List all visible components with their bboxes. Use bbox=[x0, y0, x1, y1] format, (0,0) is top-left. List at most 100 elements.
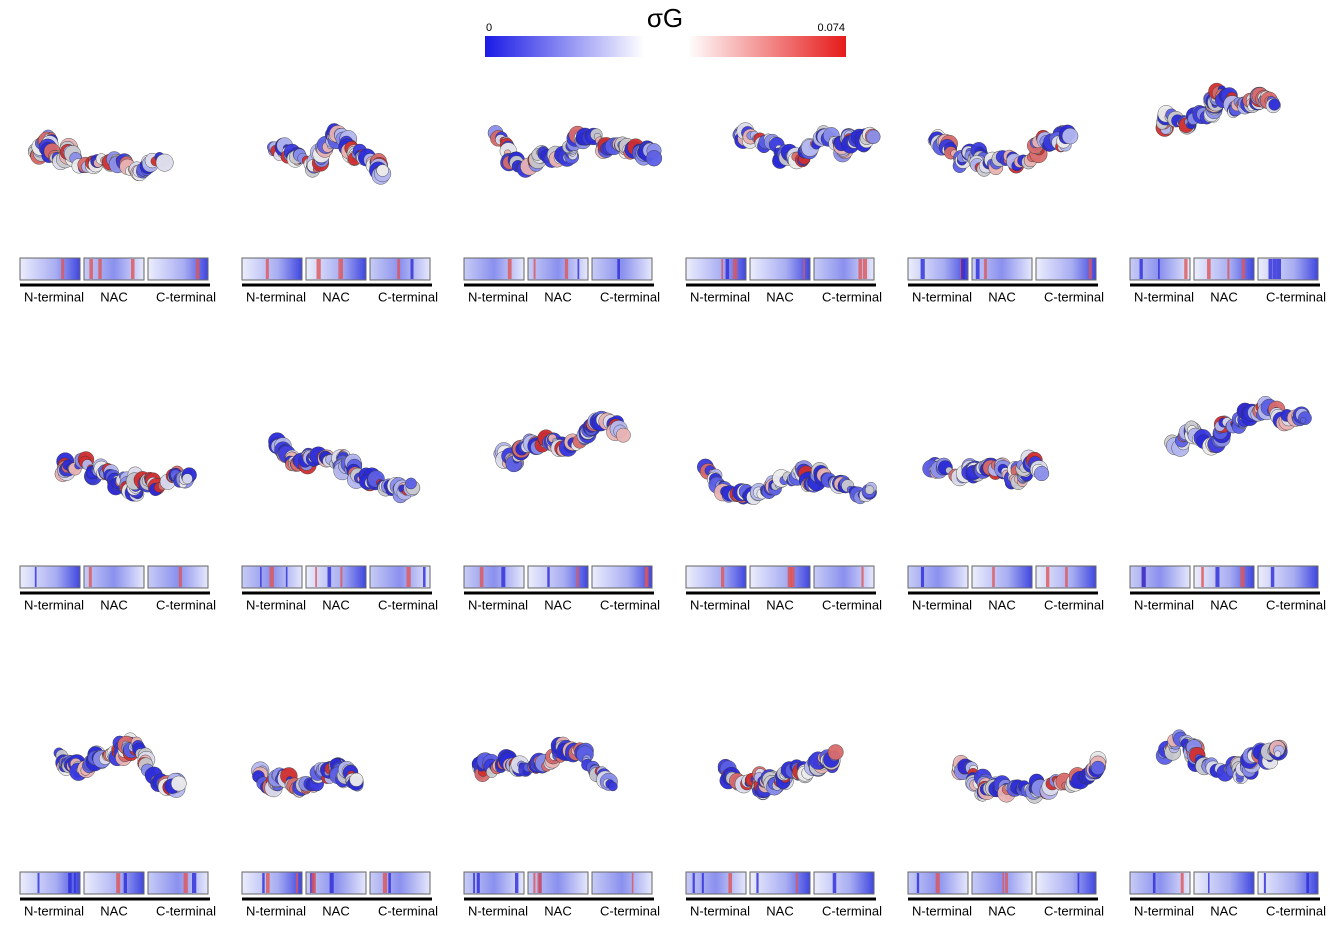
strip-band bbox=[1046, 567, 1049, 587]
region-strip bbox=[20, 258, 80, 280]
residue bbox=[1034, 466, 1049, 481]
region-label: C-terminal bbox=[822, 903, 882, 918]
region-label: NAC bbox=[1210, 597, 1237, 612]
region-label: NAC bbox=[544, 597, 571, 612]
region-label: C-terminal bbox=[1266, 289, 1326, 304]
strip-band bbox=[1207, 259, 1211, 279]
region-strip bbox=[592, 872, 652, 894]
region-label: N-terminal bbox=[1134, 903, 1194, 918]
region-label: N-terminal bbox=[912, 597, 972, 612]
strip-band bbox=[397, 259, 400, 279]
structure bbox=[54, 733, 187, 798]
region-label: NAC bbox=[988, 289, 1015, 304]
strip-band bbox=[340, 259, 343, 279]
strip-band bbox=[632, 873, 634, 893]
structure bbox=[952, 751, 1106, 803]
region-label: N-terminal bbox=[24, 597, 84, 612]
strip-band bbox=[98, 259, 101, 279]
strip-band bbox=[1271, 567, 1274, 587]
panel: N-terminalNACC-terminal bbox=[242, 123, 438, 304]
region-strip bbox=[908, 258, 968, 280]
strip-band bbox=[423, 567, 426, 587]
strip-band bbox=[311, 873, 315, 893]
colorbar-min: 0 bbox=[486, 22, 492, 34]
strip-band bbox=[1181, 873, 1184, 893]
strip-band bbox=[266, 873, 270, 893]
strip-band bbox=[721, 567, 724, 587]
panel: N-terminalNACC-terminal bbox=[686, 459, 882, 613]
colorbar-max: 0.074 bbox=[817, 22, 845, 34]
strip-band bbox=[961, 259, 965, 279]
region-label: NAC bbox=[766, 597, 793, 612]
region-strip bbox=[592, 566, 652, 588]
region-strip bbox=[84, 258, 144, 280]
strip-band bbox=[1003, 873, 1005, 893]
strip-band bbox=[936, 873, 940, 893]
strip-band bbox=[1208, 873, 1210, 893]
strip-band bbox=[196, 259, 199, 279]
region-label: C-terminal bbox=[378, 597, 438, 612]
strip-band bbox=[693, 873, 695, 893]
strip-band bbox=[1005, 873, 1008, 893]
region-label: NAC bbox=[544, 289, 571, 304]
strip-band bbox=[89, 567, 92, 587]
region-label: N-terminal bbox=[24, 289, 84, 304]
region-strip bbox=[20, 566, 80, 588]
region-strip bbox=[972, 872, 1032, 894]
region-strip bbox=[1130, 258, 1190, 280]
strip-band bbox=[547, 567, 549, 587]
strip-band bbox=[577, 567, 579, 587]
strip-band bbox=[262, 873, 264, 893]
strip-band bbox=[124, 873, 127, 893]
strip-band bbox=[74, 873, 76, 893]
strip-band bbox=[1264, 873, 1266, 893]
structure bbox=[28, 130, 173, 181]
strip-band bbox=[984, 259, 987, 279]
strip-band bbox=[473, 873, 475, 893]
region-strip bbox=[306, 566, 366, 588]
region-label: C-terminal bbox=[600, 597, 660, 612]
region-label: N-terminal bbox=[246, 597, 306, 612]
residue bbox=[866, 130, 880, 144]
residue bbox=[377, 164, 389, 176]
residue bbox=[1269, 99, 1281, 111]
region-label: NAC bbox=[322, 289, 349, 304]
region-strip bbox=[84, 872, 144, 894]
region-label: C-terminal bbox=[1266, 597, 1326, 612]
residue bbox=[405, 478, 416, 489]
region-label: C-terminal bbox=[156, 903, 216, 918]
region-strip bbox=[972, 258, 1032, 280]
strip-band bbox=[184, 873, 188, 893]
region-strip bbox=[306, 258, 366, 280]
strip-band bbox=[792, 567, 795, 587]
panel: N-terminalNACC-terminal bbox=[242, 433, 438, 613]
strip-band bbox=[1268, 259, 1272, 279]
region-label: NAC bbox=[1210, 903, 1237, 918]
region-strip bbox=[528, 872, 588, 894]
panel: N-terminalNACC-terminal bbox=[908, 125, 1104, 305]
region-strip bbox=[1194, 872, 1254, 894]
strip-band bbox=[578, 259, 580, 279]
region-label: N-terminal bbox=[1134, 289, 1194, 304]
region-strip bbox=[464, 258, 524, 280]
strip-band bbox=[89, 259, 93, 279]
strip-band bbox=[1065, 567, 1068, 587]
region-label: N-terminal bbox=[912, 289, 972, 304]
strip-band bbox=[565, 259, 568, 279]
region-label: C-terminal bbox=[378, 289, 438, 304]
strip-band bbox=[833, 873, 837, 893]
region-label: NAC bbox=[766, 903, 793, 918]
strip-band bbox=[411, 259, 414, 279]
panel: N-terminalNACC-terminal bbox=[20, 733, 216, 919]
region-strip bbox=[1036, 872, 1096, 894]
residue bbox=[1062, 128, 1078, 144]
strip-band bbox=[726, 259, 730, 279]
region-strip bbox=[814, 566, 874, 588]
colorbar-title: σG bbox=[647, 3, 683, 33]
structure bbox=[251, 757, 363, 797]
structure bbox=[1164, 396, 1311, 456]
strip-band bbox=[296, 873, 298, 893]
region-label: C-terminal bbox=[822, 597, 882, 612]
